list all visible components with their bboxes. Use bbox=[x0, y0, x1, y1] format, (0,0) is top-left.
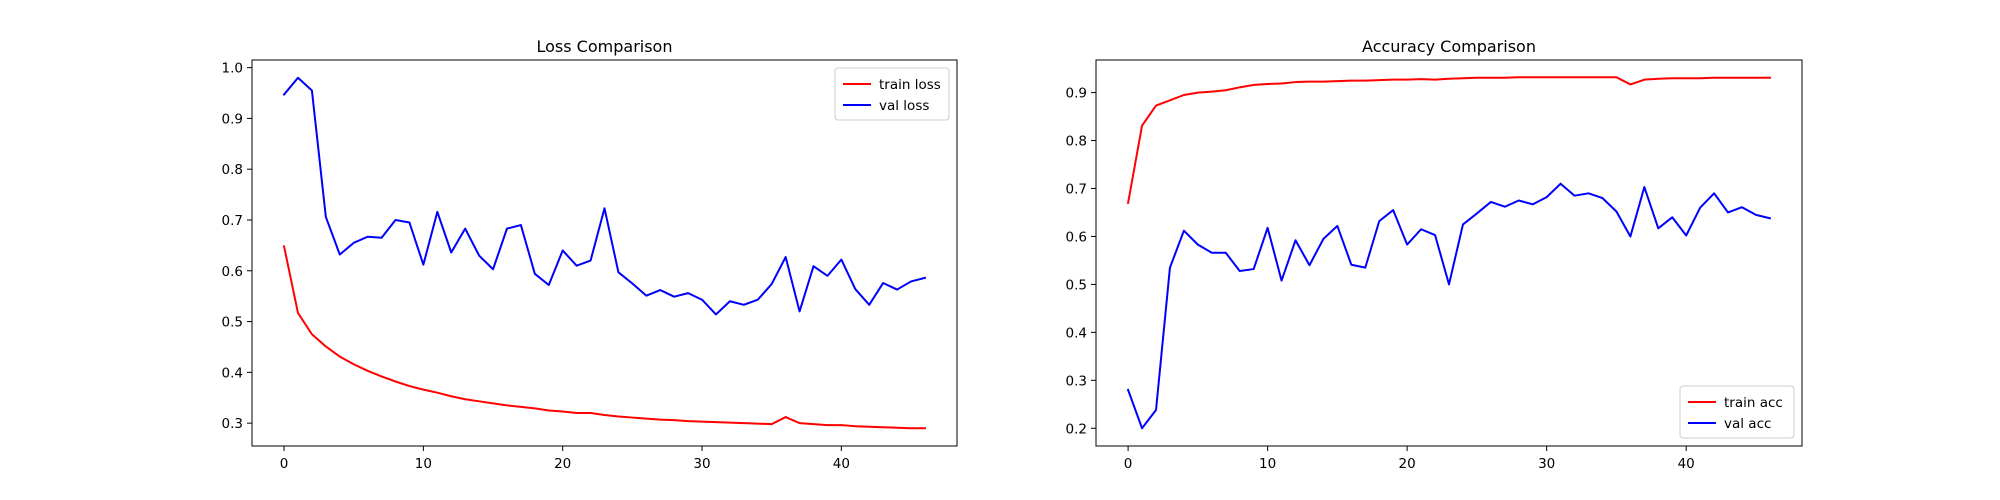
x-tick-label: 10 bbox=[415, 456, 432, 472]
legend-label: train loss bbox=[879, 77, 941, 93]
y-tick-label: 0.8 bbox=[1066, 134, 1087, 150]
y-tick-label: 0.2 bbox=[1066, 421, 1087, 437]
x-tick-label: 10 bbox=[1259, 456, 1276, 472]
y-tick-label: 0.8 bbox=[222, 162, 243, 178]
series-line-train-loss bbox=[282, 245, 926, 430]
legend-label: val loss bbox=[879, 98, 929, 114]
chart-0: Loss Comparison 0 10 20 30 40 0.3 0.4 0.5 0.6 0.7 0… bbox=[222, 37, 958, 472]
y-tick-label: 0.9 bbox=[1066, 86, 1087, 102]
x-tick-label: 0 bbox=[1124, 456, 1133, 472]
legend: train loss val loss bbox=[834, 67, 950, 121]
series-line-val-loss bbox=[282, 76, 927, 316]
x-tick-label: 20 bbox=[554, 456, 571, 472]
x-tick-label: 20 bbox=[1399, 456, 1416, 472]
y-tick-label: 0.3 bbox=[222, 416, 243, 432]
y-tick-label: 0.6 bbox=[1066, 229, 1087, 245]
y-tick-label: 0.6 bbox=[222, 264, 243, 280]
chart-title: Loss Comparison bbox=[537, 37, 673, 56]
y-tick-label: 0.5 bbox=[1066, 277, 1087, 293]
x-tick-label: 30 bbox=[1538, 456, 1555, 472]
y-tick-label: 0.5 bbox=[222, 315, 243, 331]
y-tick-label: 1.0 bbox=[222, 61, 243, 77]
chart-title: Accuracy Comparison bbox=[1362, 37, 1536, 56]
legend-label: train acc bbox=[1724, 395, 1783, 411]
legend-box bbox=[1679, 385, 1795, 439]
legend-label: val acc bbox=[1724, 416, 1771, 432]
legend-box bbox=[834, 67, 950, 121]
chart-1: Accuracy Comparison 0 10 20 30 40 0.2 0.3 0.4 0.5… bbox=[1066, 37, 1803, 472]
x-tick-label: 40 bbox=[1678, 456, 1695, 472]
y-tick-label: 0.9 bbox=[222, 111, 243, 127]
y-tick-label: 0.3 bbox=[1066, 373, 1087, 389]
x-tick-label: 0 bbox=[280, 456, 289, 472]
axes-frame bbox=[1095, 59, 1803, 447]
x-tick-label: 40 bbox=[833, 456, 850, 472]
series-line-val-acc bbox=[1126, 182, 1772, 430]
y-tick-label: 0.4 bbox=[222, 365, 243, 381]
y-tick-label: 0.7 bbox=[1066, 182, 1087, 198]
series-line-train-acc bbox=[1126, 76, 1771, 205]
axes-frame bbox=[251, 59, 958, 447]
y-tick-label: 0.4 bbox=[1066, 325, 1087, 341]
legend: train acc val acc bbox=[1679, 385, 1795, 439]
x-tick-label: 30 bbox=[693, 456, 710, 472]
y-tick-label: 0.7 bbox=[222, 213, 243, 229]
